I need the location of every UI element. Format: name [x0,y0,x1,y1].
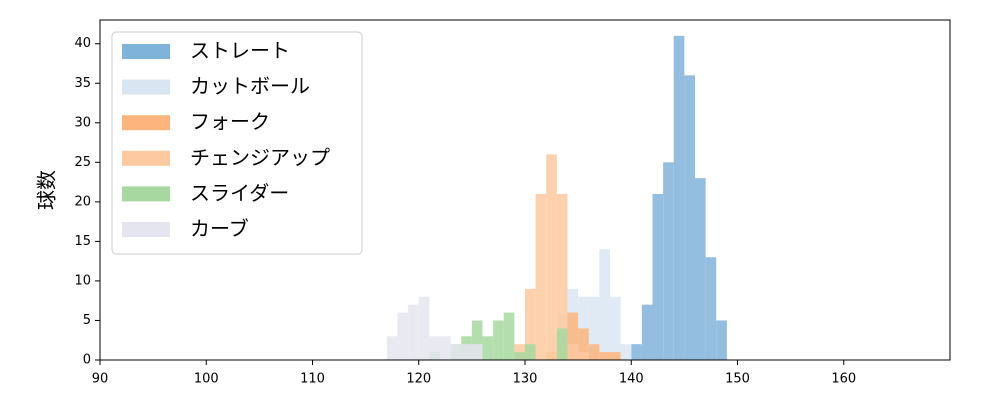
y-tick-label: 10 [74,273,91,288]
bar [610,352,621,360]
legend-label: チェンジアップ [190,145,330,169]
legend-label: フォーク [190,110,270,134]
bar [493,320,504,360]
bar [450,344,462,360]
bar [514,352,525,360]
y-tick-label: 5 [83,313,91,328]
legend-label: カットボール [190,74,310,98]
y-tick-label: 35 [74,76,91,91]
bar [408,304,419,360]
bar [695,178,706,360]
legend-swatch [122,44,170,59]
bar [684,75,695,360]
bar [556,328,568,360]
x-tick-label: 150 [725,372,750,387]
y-tick-label: 30 [74,115,91,130]
bar [546,154,557,360]
legend-swatch [122,186,170,202]
bar [716,320,727,360]
bar [588,296,600,360]
bar [578,328,589,360]
x-tick-label: 110 [300,372,325,387]
x-tick-label: 120 [406,372,431,387]
bar [578,352,589,360]
bar [599,249,610,360]
legend-label: スライダー [190,181,289,205]
y-axis-label: 球数 [35,170,59,210]
bar [535,193,547,360]
bar [620,344,632,360]
bar [503,312,515,360]
bar [429,336,440,360]
y-tick-label: 15 [74,234,91,249]
y-tick-label: 20 [74,194,91,209]
x-tick-label: 100 [194,372,219,387]
bar [705,257,717,360]
bar [567,344,579,360]
legend-label: カーブ [190,217,249,241]
bar [461,344,472,360]
x-tick-label: 130 [513,372,538,387]
bar [588,344,600,360]
bar [652,193,664,360]
x-tick-label: 140 [619,372,644,387]
bar [525,344,536,360]
y-tick-label: 40 [74,36,91,51]
bar [641,304,653,360]
bar [525,288,536,360]
x-tick-label: 90 [92,372,109,387]
bar [673,35,685,360]
bar [567,312,579,360]
bar [471,320,483,360]
bar [418,296,430,360]
bar [631,344,642,360]
bar [663,162,674,360]
bar [578,296,589,360]
bar [386,336,398,360]
bar [482,336,494,360]
y-tick-label: 0 [83,353,91,368]
legend-swatch [122,79,170,95]
legend-swatch [122,150,170,166]
legend-swatch [122,222,170,237]
bar [471,344,483,360]
bar [440,336,451,360]
legend-label: ストレート [190,39,290,63]
bar [610,296,621,360]
x-tick-label: 160 [831,372,856,387]
bar [397,312,409,360]
bar [556,193,568,360]
y-tick-label: 25 [74,155,91,170]
bar [599,352,610,360]
legend-frame [111,31,363,255]
legend-swatch [122,115,170,131]
